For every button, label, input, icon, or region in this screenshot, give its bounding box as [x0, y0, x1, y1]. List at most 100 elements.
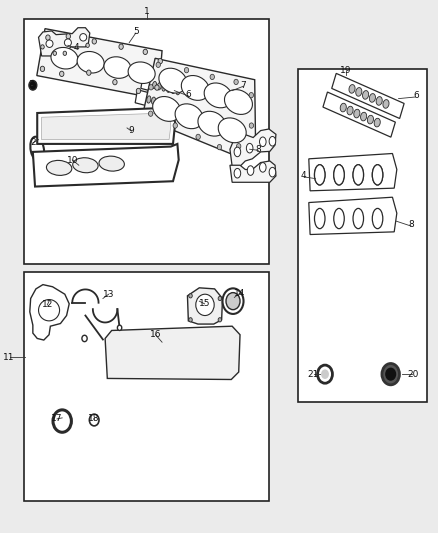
Ellipse shape	[136, 88, 141, 94]
Ellipse shape	[53, 51, 57, 55]
Ellipse shape	[217, 144, 222, 150]
Ellipse shape	[249, 123, 254, 128]
Text: 6: 6	[413, 92, 419, 100]
Ellipse shape	[171, 86, 176, 94]
Text: 4: 4	[74, 44, 79, 52]
Ellipse shape	[386, 368, 396, 380]
Ellipse shape	[318, 365, 332, 383]
Bar	[145, 352, 159, 364]
Polygon shape	[187, 288, 223, 324]
Ellipse shape	[189, 318, 192, 322]
Ellipse shape	[128, 62, 155, 84]
Ellipse shape	[234, 79, 238, 85]
Ellipse shape	[354, 109, 360, 118]
Ellipse shape	[158, 59, 162, 64]
Ellipse shape	[77, 52, 104, 73]
Ellipse shape	[360, 112, 367, 121]
Polygon shape	[42, 113, 171, 140]
Bar	[298, 69, 427, 402]
Polygon shape	[309, 197, 397, 235]
Ellipse shape	[155, 85, 159, 90]
Text: 4: 4	[300, 172, 306, 180]
Ellipse shape	[148, 111, 153, 116]
Ellipse shape	[143, 49, 148, 54]
Bar	[190, 352, 205, 364]
Bar	[24, 272, 269, 501]
Ellipse shape	[157, 83, 161, 90]
Ellipse shape	[82, 335, 87, 342]
Ellipse shape	[259, 137, 266, 147]
Ellipse shape	[153, 96, 180, 122]
Ellipse shape	[66, 34, 71, 39]
Ellipse shape	[64, 39, 71, 46]
Ellipse shape	[53, 410, 71, 432]
Ellipse shape	[223, 288, 244, 314]
Ellipse shape	[314, 208, 325, 229]
Ellipse shape	[367, 115, 374, 124]
Ellipse shape	[218, 318, 222, 322]
Ellipse shape	[314, 165, 325, 185]
Polygon shape	[141, 75, 190, 101]
Polygon shape	[230, 161, 276, 182]
Ellipse shape	[204, 83, 232, 108]
Ellipse shape	[51, 47, 78, 69]
Ellipse shape	[196, 134, 200, 140]
Ellipse shape	[104, 57, 131, 78]
Polygon shape	[37, 29, 162, 99]
Ellipse shape	[334, 165, 344, 185]
Ellipse shape	[162, 84, 166, 91]
Text: 9: 9	[128, 126, 134, 134]
Ellipse shape	[269, 136, 276, 146]
Text: 14: 14	[234, 289, 246, 297]
Ellipse shape	[149, 85, 153, 90]
Polygon shape	[332, 74, 404, 118]
Text: 8: 8	[409, 221, 415, 229]
Bar	[167, 334, 182, 345]
Polygon shape	[39, 28, 90, 56]
Ellipse shape	[147, 96, 151, 103]
Ellipse shape	[372, 208, 383, 229]
Ellipse shape	[29, 80, 37, 90]
Ellipse shape	[30, 136, 44, 162]
Ellipse shape	[334, 165, 344, 185]
Ellipse shape	[86, 43, 89, 47]
Ellipse shape	[321, 369, 329, 379]
Ellipse shape	[161, 100, 165, 107]
Polygon shape	[323, 92, 396, 137]
Ellipse shape	[259, 163, 266, 172]
Ellipse shape	[374, 118, 380, 127]
Ellipse shape	[353, 165, 364, 185]
Ellipse shape	[46, 160, 72, 175]
Polygon shape	[135, 90, 184, 115]
Ellipse shape	[99, 156, 124, 171]
Ellipse shape	[176, 87, 180, 95]
Ellipse shape	[314, 165, 325, 185]
Ellipse shape	[166, 85, 171, 92]
Text: 13: 13	[103, 290, 114, 298]
Polygon shape	[42, 113, 171, 140]
Ellipse shape	[383, 100, 389, 108]
Bar	[122, 334, 137, 345]
Ellipse shape	[175, 104, 203, 128]
Ellipse shape	[119, 44, 123, 50]
Ellipse shape	[234, 168, 241, 178]
Ellipse shape	[372, 165, 383, 185]
Ellipse shape	[376, 96, 382, 105]
Bar	[167, 352, 182, 364]
Ellipse shape	[46, 40, 53, 47]
Ellipse shape	[159, 68, 187, 93]
Ellipse shape	[369, 94, 375, 102]
Polygon shape	[37, 108, 175, 144]
Text: 10: 10	[67, 157, 78, 165]
Text: 11: 11	[3, 353, 14, 361]
Ellipse shape	[334, 208, 344, 229]
Ellipse shape	[189, 294, 192, 298]
Ellipse shape	[63, 51, 67, 55]
Ellipse shape	[234, 147, 241, 157]
Ellipse shape	[170, 102, 174, 109]
Ellipse shape	[218, 296, 222, 301]
Text: 21: 21	[307, 370, 318, 378]
Ellipse shape	[237, 143, 241, 149]
Text: 20: 20	[407, 370, 418, 378]
Ellipse shape	[80, 34, 87, 41]
